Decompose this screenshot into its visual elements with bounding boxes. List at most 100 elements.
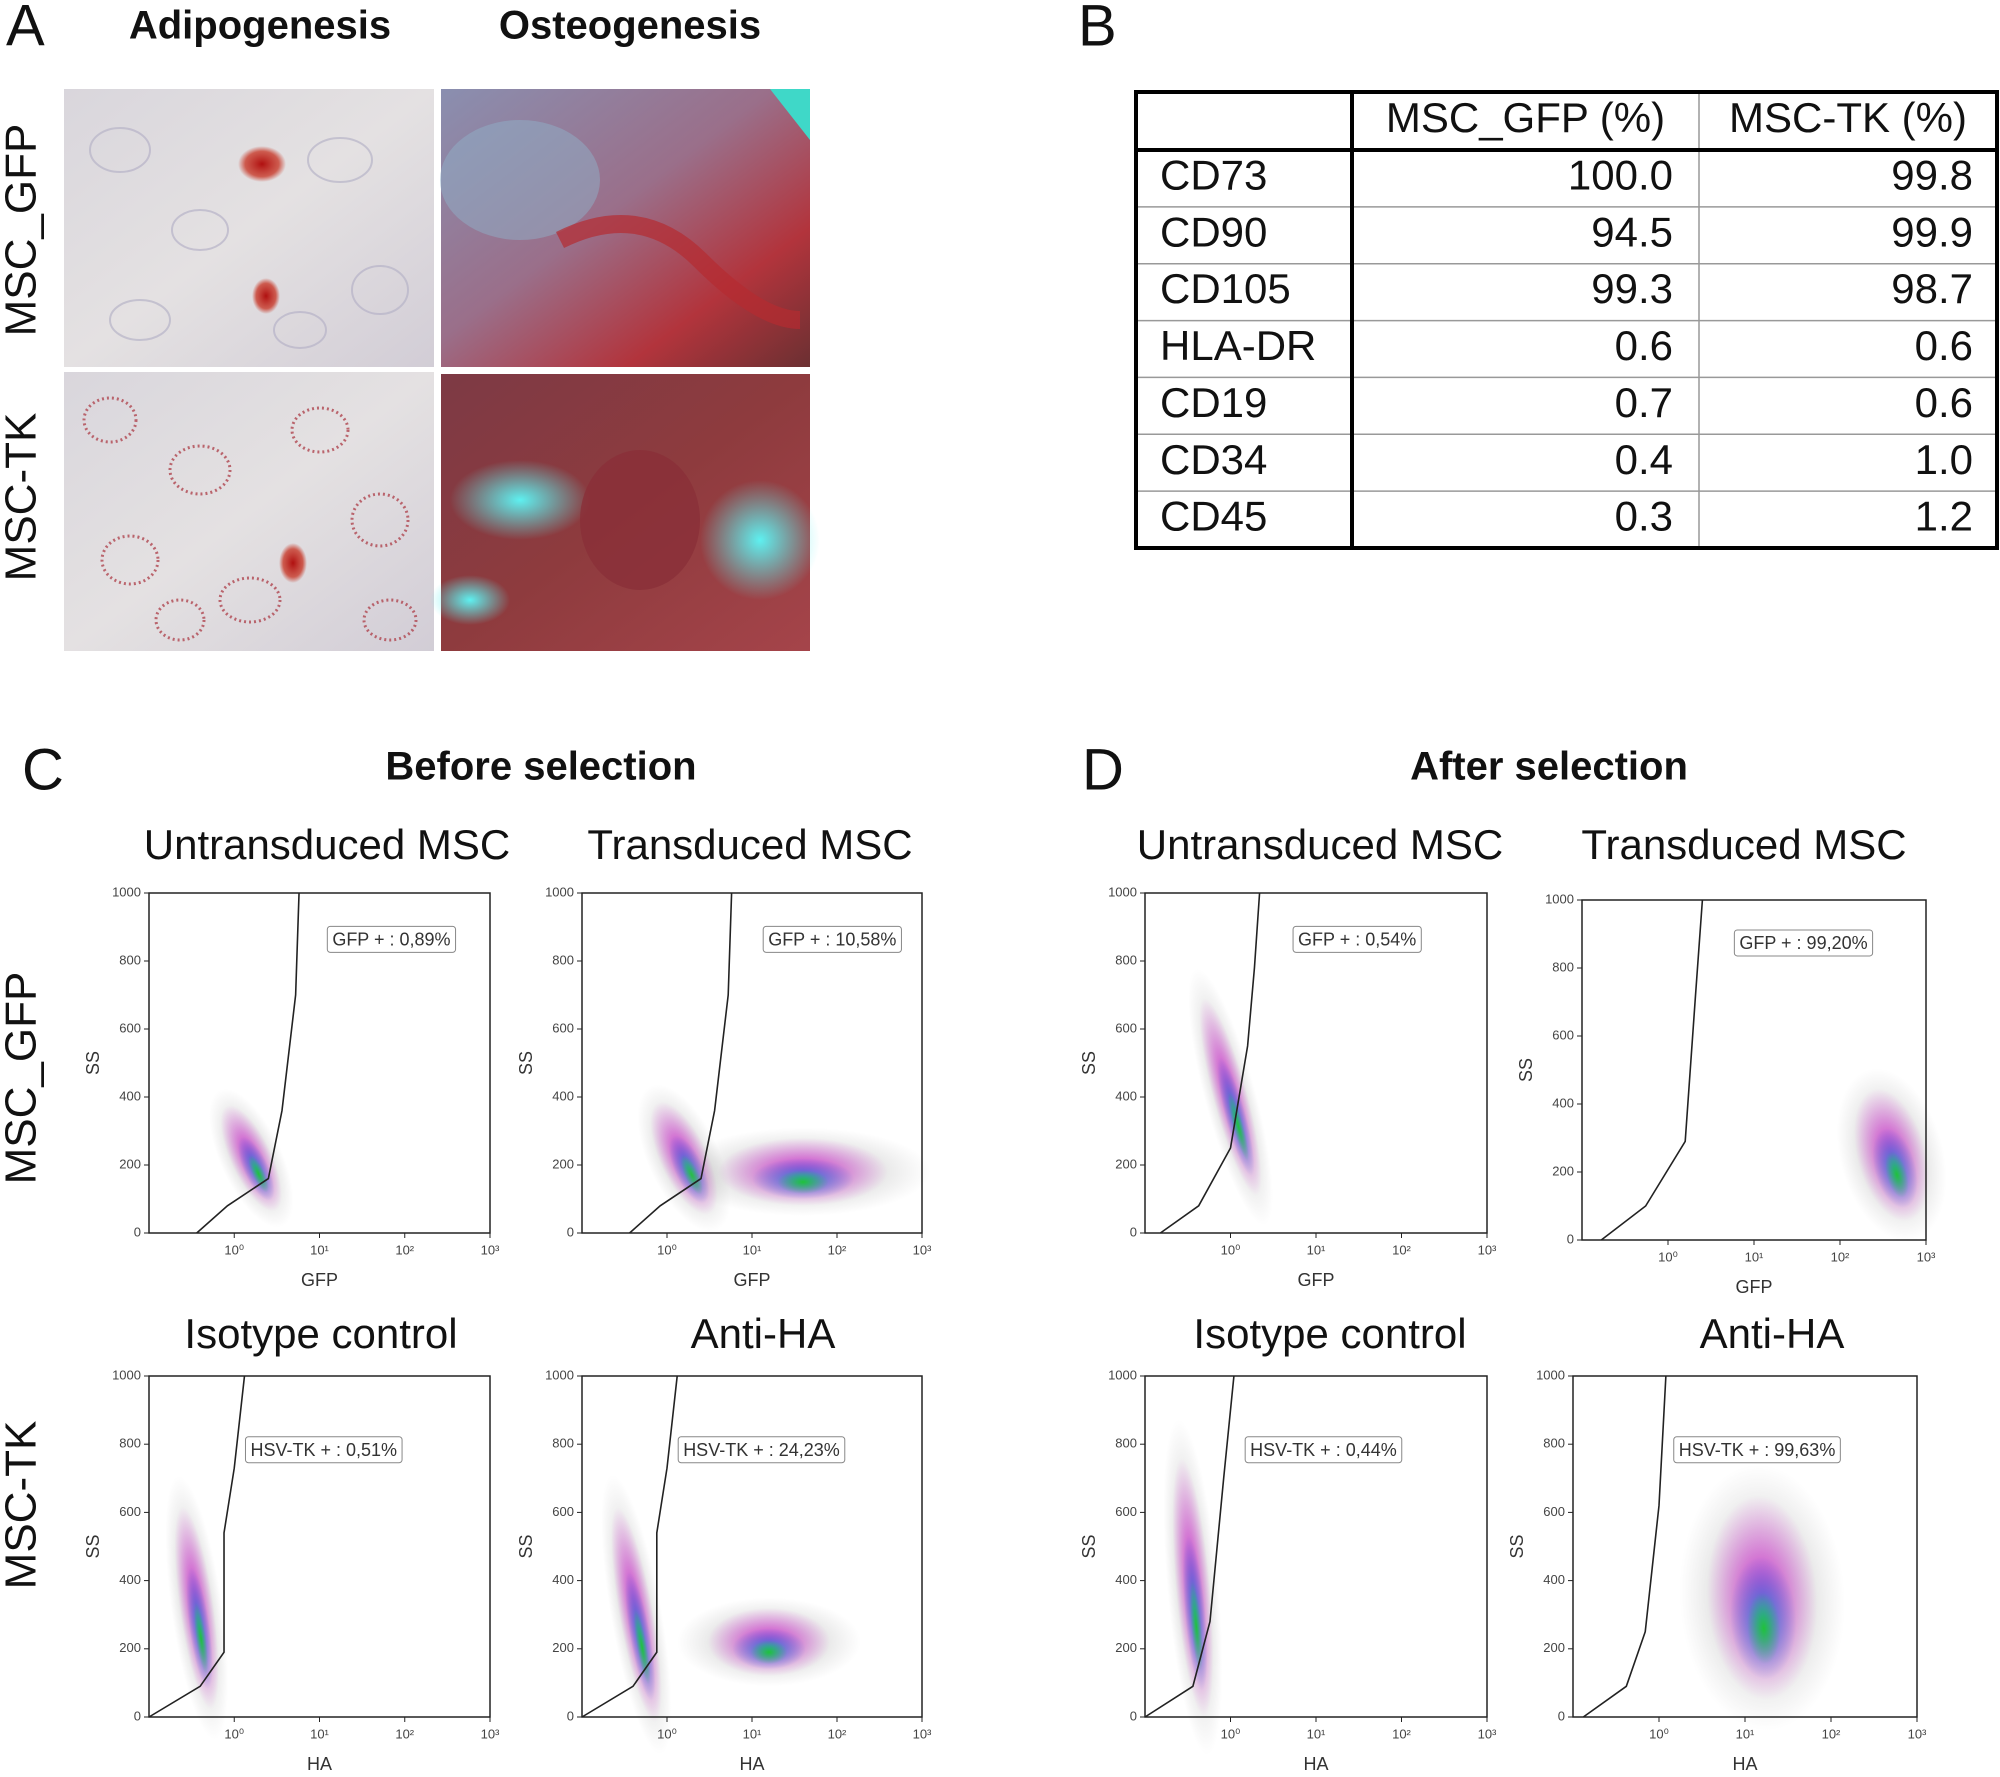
gate-box xyxy=(1292,925,1422,953)
plot-title: Isotype control xyxy=(184,1310,457,1357)
panel-letter: A xyxy=(6,0,45,58)
table-cell: 0.3 xyxy=(1615,493,1673,540)
y-tick-label: 600 xyxy=(119,1020,141,1035)
table-cell: CD90 xyxy=(1160,208,1267,255)
panel-letter: C xyxy=(22,737,64,802)
table-border xyxy=(1134,90,1999,550)
x-axis-label: HA xyxy=(739,1754,764,1774)
y-tick-label: 400 xyxy=(552,1572,574,1587)
y-tick-label: 1000 xyxy=(545,884,574,899)
gate-label: HSV-TK + : 24,23% xyxy=(683,1440,840,1460)
y-axis-label: SS xyxy=(1079,1534,1099,1558)
table-cell: 99.3 xyxy=(1591,265,1673,312)
gate xyxy=(1582,1375,1667,1718)
cloud-core xyxy=(1885,1151,1909,1198)
y-tick-label: 800 xyxy=(119,1436,141,1451)
x-tick-label: 10⁰ xyxy=(1658,1249,1678,1264)
x-axis-label: HA xyxy=(307,1754,332,1774)
y-tick-label: 1000 xyxy=(1108,1367,1137,1382)
y-tick-label: 1000 xyxy=(112,884,141,899)
cloud-core xyxy=(777,1170,829,1194)
table-cell: CD73 xyxy=(1160,152,1267,199)
y-axis-label: SS xyxy=(1507,1534,1527,1558)
row-label: MSC_GFP xyxy=(0,972,46,1185)
x-tick-label: 10¹ xyxy=(743,1726,762,1741)
y-tick-label: 400 xyxy=(1543,1572,1565,1587)
y-tick-label: 200 xyxy=(1115,1156,1137,1171)
gate-label: HSV-TK + : 0,44% xyxy=(1250,1440,1397,1460)
gate xyxy=(1159,892,1261,1234)
x-axis-label: HA xyxy=(1303,1754,1328,1774)
table-cell: 99.9 xyxy=(1891,208,1973,255)
y-tick-label: 800 xyxy=(1552,959,1574,974)
x-tick-label: 10⁰ xyxy=(1221,1242,1241,1257)
x-tick-label: 10¹ xyxy=(310,1242,329,1257)
x-tick-label: 10² xyxy=(395,1242,414,1257)
x-tick-label: 10¹ xyxy=(1307,1726,1326,1741)
cloud-core xyxy=(1189,1580,1203,1672)
gate xyxy=(1144,1375,1235,1718)
density-cloud xyxy=(1188,968,1273,1226)
y-axis-label: SS xyxy=(83,1051,103,1075)
x-tick-label: 10⁰ xyxy=(657,1726,677,1741)
y-tick-label: 0 xyxy=(567,1224,574,1239)
table-cell: 0.6 xyxy=(1915,322,1973,369)
density-cloud xyxy=(1679,1464,1845,1731)
y-axis-label: SS xyxy=(516,1534,536,1558)
y-tick-label: 800 xyxy=(1115,952,1137,967)
y-axis-label: SS xyxy=(516,1051,536,1075)
x-tick-label: 10² xyxy=(828,1242,847,1257)
cloud-core xyxy=(633,1609,651,1685)
row-label: MSC-TK xyxy=(0,413,46,582)
x-tick-label: 10³ xyxy=(1917,1249,1936,1264)
plot-title: Untransduced MSC xyxy=(144,821,511,868)
x-tick-label: 10¹ xyxy=(310,1726,329,1741)
table-cell: CD105 xyxy=(1160,265,1291,312)
x-tick-label: 10⁰ xyxy=(224,1726,244,1741)
x-tick-label: 10³ xyxy=(913,1726,932,1741)
y-tick-label: 1000 xyxy=(1108,884,1137,899)
table-cell: 0.7 xyxy=(1615,379,1673,426)
row-label: MSC-TK xyxy=(0,1421,46,1590)
density-cloud xyxy=(209,1088,294,1228)
x-tick-label: 10¹ xyxy=(1307,1242,1326,1257)
x-axis-label: GFP xyxy=(733,1270,770,1290)
y-tick-label: 0 xyxy=(1130,1708,1137,1723)
cloud-core xyxy=(750,1640,788,1665)
density-cloud xyxy=(675,1127,931,1217)
y-tick-label: 1000 xyxy=(1536,1367,1565,1382)
micrograph xyxy=(64,89,434,367)
y-axis-label: SS xyxy=(1516,1058,1536,1082)
y-axis-label: SS xyxy=(83,1534,103,1558)
gate xyxy=(196,892,300,1234)
x-axis-label: GFP xyxy=(1297,1270,1334,1290)
gate-label: GFP + : 0,89% xyxy=(332,929,450,949)
micrograph xyxy=(64,372,434,651)
y-tick-label: 200 xyxy=(1543,1640,1565,1655)
gate-label: GFP + : 0,54% xyxy=(1298,929,1416,949)
y-tick-label: 400 xyxy=(1552,1095,1574,1110)
y-tick-label: 600 xyxy=(1543,1504,1565,1519)
table-cell: CD45 xyxy=(1160,493,1267,540)
micrograph xyxy=(430,374,820,651)
plot-title: Anti-HA xyxy=(691,1310,836,1357)
table-cell: 0.6 xyxy=(1615,322,1673,369)
density-cloud xyxy=(601,1474,672,1755)
x-tick-label: 10¹ xyxy=(1745,1249,1764,1264)
plot-title: Anti-HA xyxy=(1700,1310,1845,1357)
cloud-core xyxy=(193,1602,209,1674)
y-tick-label: 200 xyxy=(119,1640,141,1655)
plot-title: Isotype control xyxy=(1193,1310,1466,1357)
gate-box xyxy=(677,1436,846,1464)
plot-title: Untransduced MSC xyxy=(1137,821,1504,868)
panel-title: After selection xyxy=(1410,745,1688,789)
y-tick-label: 400 xyxy=(119,1572,141,1587)
gate-box xyxy=(762,925,902,953)
gate-label: GFP + : 99,20% xyxy=(1739,933,1867,953)
gate xyxy=(629,892,733,1234)
plot-title: Transduced MSC xyxy=(587,821,912,868)
x-axis-label: HA xyxy=(1732,1754,1757,1774)
x-tick-label: 10² xyxy=(1831,1249,1850,1264)
table-header: MSC_GFP (%) xyxy=(1386,94,1665,141)
y-tick-label: 200 xyxy=(1552,1163,1574,1178)
